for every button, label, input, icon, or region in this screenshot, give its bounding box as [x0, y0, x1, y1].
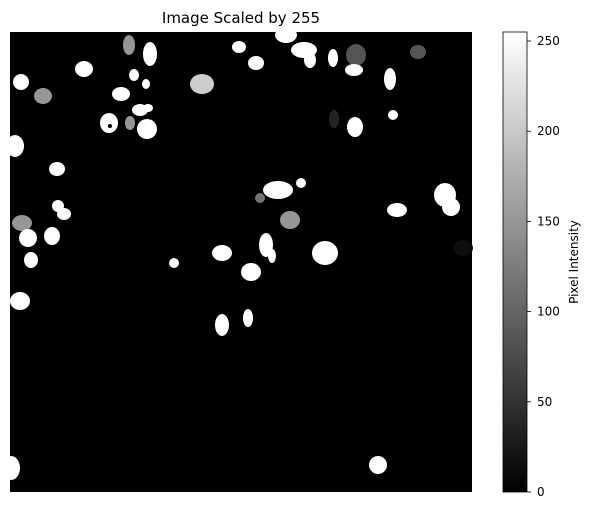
image-blob: [212, 245, 232, 261]
image-blob: [387, 203, 407, 217]
image-blob: [453, 240, 473, 256]
colorbar-tick-label: 50: [537, 395, 552, 409]
image-blob: [280, 211, 300, 229]
image-blob: [215, 314, 229, 336]
image-blob: [100, 113, 118, 133]
image-panel: [2, 27, 473, 492]
image-blobs: [2, 27, 473, 480]
image-blob: [2, 456, 20, 480]
image-blob: [384, 68, 396, 90]
image-blob: [112, 87, 130, 101]
image-blob: [169, 258, 179, 268]
image-blob: [312, 241, 338, 265]
image-blob: [75, 61, 93, 77]
image-blob: [296, 178, 306, 188]
image-blob: [12, 215, 32, 231]
image-blob: [6, 135, 24, 157]
image-blob: [263, 181, 293, 199]
image-blob: [255, 193, 265, 203]
image-blob: [19, 229, 37, 247]
image-blob: [137, 119, 157, 139]
image-blob: [123, 35, 135, 55]
image-blob: [329, 110, 339, 128]
image-blob: [34, 88, 52, 104]
image-blob: [24, 252, 38, 268]
image-blob: [142, 79, 150, 89]
image-blob: [248, 56, 264, 70]
colorbar-tick-label: 250: [537, 34, 560, 48]
colorbar-label: Pixel Intensity: [567, 220, 581, 304]
image-blob: [268, 249, 276, 263]
image-blob: [143, 42, 157, 66]
image-blob: [49, 162, 65, 176]
colorbar-gradient: [502, 31, 528, 493]
colorbar-ticks: 0 50 100 150 200 250: [527, 34, 560, 499]
image-blob: [125, 116, 135, 130]
image-blob: [190, 74, 214, 94]
colorbar-tick-label: 200: [537, 124, 560, 138]
colorbar-tick-label: 0: [537, 485, 545, 499]
image-blob-hole: [108, 124, 112, 128]
colorbar-tick-label: 100: [537, 305, 560, 319]
image-blob: [410, 45, 426, 59]
image-blob: [232, 41, 246, 53]
colorbar: 0 50 100 150 200 250 Pixel Intensity: [502, 31, 581, 499]
image-blob: [304, 52, 316, 68]
image-blob: [346, 44, 366, 66]
colorbar-tick-label: 150: [537, 214, 560, 228]
image-blob: [345, 64, 363, 76]
image-blob: [13, 74, 29, 90]
image-blob: [10, 292, 30, 310]
image-blob: [442, 198, 460, 216]
image-blob: [241, 263, 261, 281]
image-blob: [347, 117, 363, 137]
image-blob: [44, 227, 60, 245]
image-blob: [143, 104, 153, 112]
image-blob: [57, 208, 71, 220]
image-blob: [369, 456, 387, 474]
image-blob: [243, 309, 253, 327]
image-blob: [275, 27, 297, 43]
image-blob: [129, 69, 139, 81]
image-blob: [388, 110, 398, 120]
image-background: [10, 32, 472, 492]
chart-title: Image Scaled by 255: [162, 9, 320, 27]
image-blob: [328, 49, 338, 67]
